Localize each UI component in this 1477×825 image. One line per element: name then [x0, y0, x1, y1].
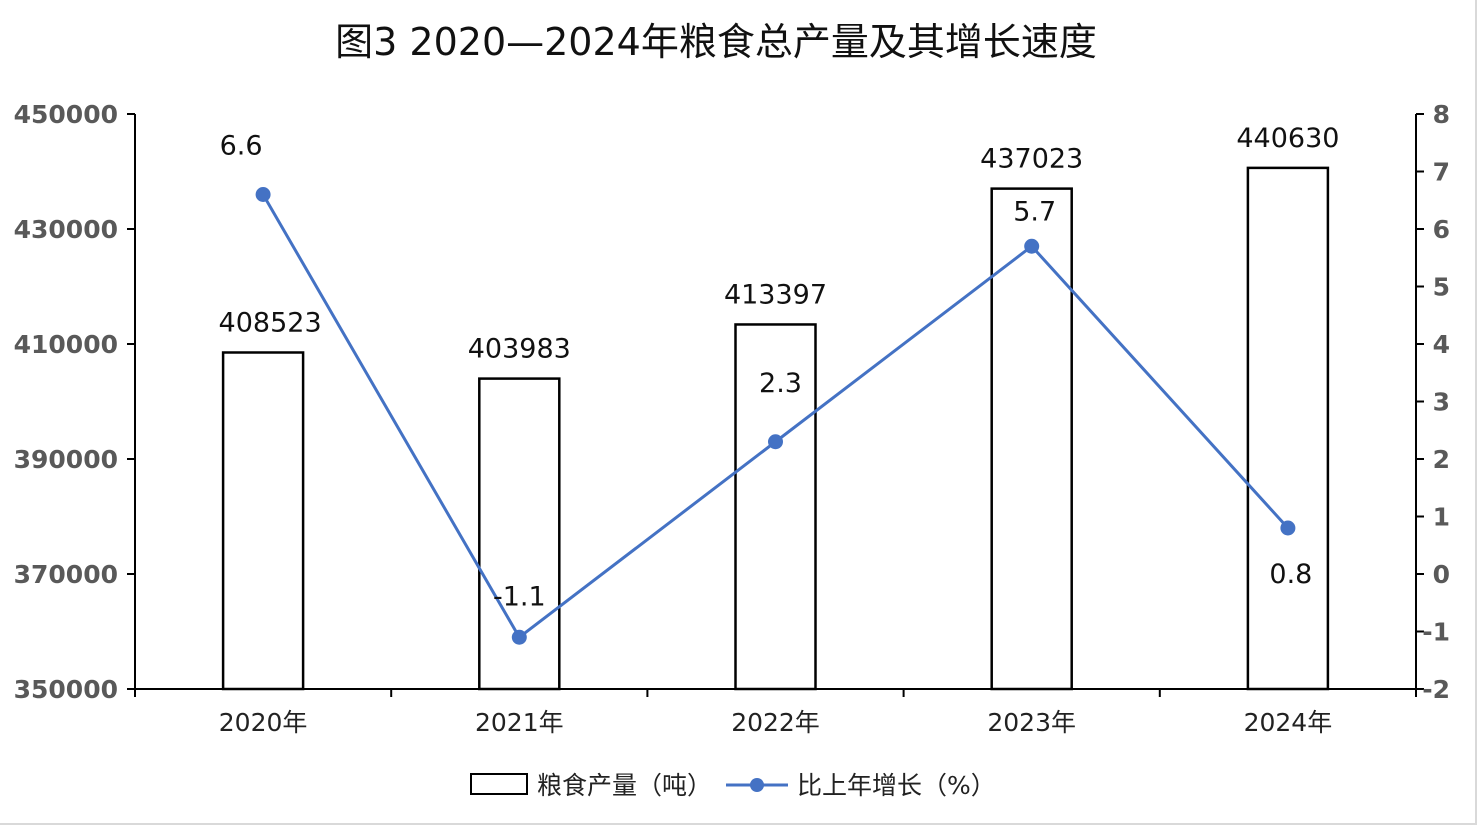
y-right-tick-label: 4 [1433, 330, 1450, 359]
bar-value-label: 413397 [724, 279, 827, 310]
bar [990, 187, 1073, 691]
line-value-label: 0.8 [1269, 559, 1312, 590]
line-value-label: 5.7 [1013, 196, 1056, 227]
line-series [255, 187, 1296, 645]
data-labels: 408523 403983 413397 437023 440630 6.6 -1.1 2.3… [219, 123, 1340, 612]
line-point [1280, 520, 1296, 536]
axes: 350000 370000 390000 410000 430000 450000 -2 -1… [14, 100, 1450, 737]
line-point [511, 629, 527, 645]
y-right-tick-label: 5 [1433, 273, 1450, 302]
legend: 粮食产量（吨） 比上年增长（%） [470, 771, 996, 800]
line-value-label: 6.6 [220, 131, 263, 162]
line-point [1024, 238, 1040, 254]
chart-title: 图3 2020—2024年粮食总产量及其增长速度 [335, 20, 1097, 64]
line-point [768, 434, 783, 450]
y-left-tick-label: 390000 [14, 445, 118, 474]
bar [734, 323, 817, 691]
line-point [255, 187, 271, 202]
x-tick-label: 2022年 [731, 708, 820, 737]
y-right-tick-label: 6 [1433, 215, 1450, 244]
legend-line-label: 比上年增长（%） [797, 771, 996, 800]
legend-line-marker [750, 778, 764, 792]
y-left-tick-label: 350000 [14, 675, 118, 704]
bar [1246, 166, 1330, 691]
bar-series [221, 166, 1330, 691]
line-value-label: -1.1 [493, 581, 546, 612]
y-right-tick-label: 2 [1433, 445, 1450, 474]
y-left-tick-label: 430000 [14, 215, 118, 244]
x-tick-label: 2020年 [219, 708, 308, 737]
bar-value-label: 403983 [468, 334, 571, 365]
y-right-tick-label: 3 [1433, 388, 1450, 417]
y-right-tick-label: -1 [1422, 618, 1450, 647]
y-right-tick-label: 7 [1433, 158, 1450, 187]
y-left-tick-label: 450000 [14, 100, 118, 129]
legend-bar-label: 粮食产量（吨） [537, 771, 712, 800]
bar-value-label: 440630 [1236, 123, 1339, 154]
bar-value-label: 408523 [219, 307, 322, 338]
y-right-tick-label: 0 [1433, 560, 1450, 589]
y-left-tick-label: 370000 [14, 560, 118, 589]
line-value-label: 2.3 [759, 368, 802, 399]
y-right-tick-label: 8 [1433, 100, 1450, 129]
y-right-tick-label: 1 [1433, 503, 1450, 532]
bar-value-label: 437023 [980, 144, 1083, 175]
x-tick-label: 2024年 [1244, 708, 1333, 737]
bar [221, 351, 305, 691]
y-right-tick-label: -2 [1422, 675, 1450, 704]
x-tick-label: 2021年 [475, 708, 564, 737]
legend-bar-swatch [470, 773, 528, 795]
y-left-tick-label: 410000 [14, 330, 118, 359]
x-tick-label: 2023年 [987, 708, 1076, 737]
